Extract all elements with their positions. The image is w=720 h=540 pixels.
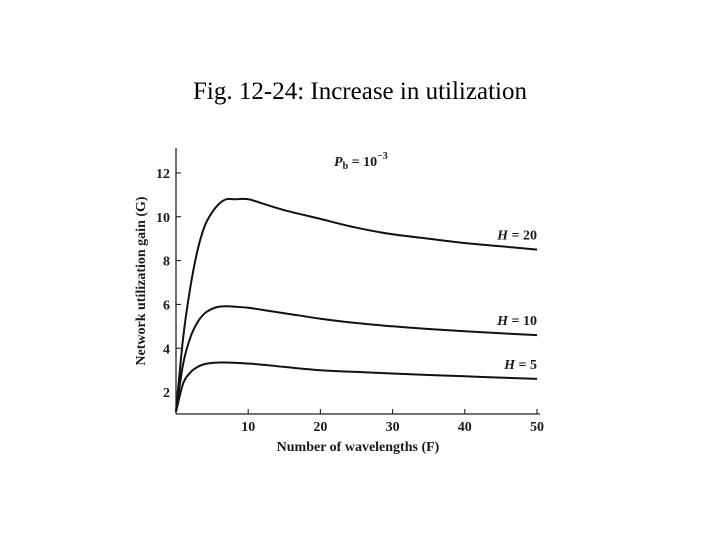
series-label-italic: H [503, 358, 516, 373]
series-label-2: H = 5 [503, 358, 537, 373]
chart-axes [175, 148, 540, 415]
series-label-italic: H [496, 229, 509, 244]
series-label-1: H = 10 [496, 314, 537, 329]
y-tick-label: 12 [156, 167, 170, 182]
chart-ticks: 2 4 6 8 10 12 10 20 30 40 50 [156, 167, 544, 435]
annotation-superscript: −3 [377, 151, 388, 162]
figure-title: Fig. 12-24: Increase in utilization [193, 78, 527, 105]
annotation-subscript: b [343, 161, 349, 172]
x-tick-label: 20 [313, 420, 327, 435]
chart-series: H = 20H = 10H = 5 [175, 197, 538, 413]
series-label-text: = 10 [508, 314, 537, 329]
y-tick-label: 4 [163, 342, 170, 357]
series-label-italic: H [496, 314, 509, 329]
annotation-base: P [334, 155, 343, 170]
series-label-text: = 20 [508, 229, 537, 244]
y-tick-label: 10 [156, 211, 170, 226]
y-tick-label: 6 [163, 298, 170, 313]
series-line-0 [175, 197, 538, 412]
y-tick-label: 8 [163, 255, 170, 270]
chart-labels: Number of wavelengths (F) Network utiliz… [134, 151, 440, 455]
annotation-text: = 10 [348, 155, 377, 170]
x-tick-label: 50 [530, 420, 544, 435]
y-axis-label: Network utilization gain (G) [134, 196, 149, 365]
series-label-text: = 5 [515, 358, 537, 373]
x-tick-label: 40 [458, 420, 472, 435]
series-label-0: H = 20 [496, 229, 537, 244]
error-probability-annotation: Pb = 10−3 [334, 151, 388, 172]
x-axis-label: Number of wavelengths (F) [277, 440, 440, 455]
x-tick-label: 10 [241, 420, 255, 435]
series-line-2 [175, 361, 538, 413]
y-tick-label: 2 [163, 386, 170, 401]
series-line-1 [175, 305, 538, 412]
x-tick-label: 30 [386, 420, 400, 435]
